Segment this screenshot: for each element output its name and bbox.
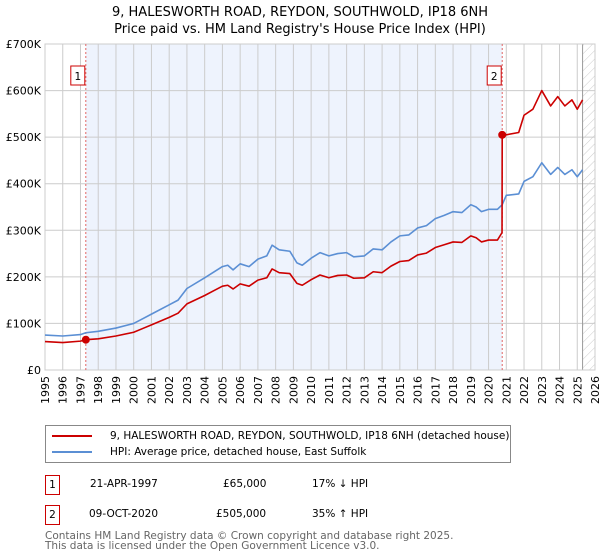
x-tick-label: 2014 bbox=[376, 376, 389, 404]
sale-date: 09-OCT-2020 bbox=[89, 508, 158, 520]
x-tick-label: 2005 bbox=[216, 376, 229, 404]
x-tick-label: 2008 bbox=[270, 376, 283, 404]
x-tick-label: 1998 bbox=[92, 376, 105, 404]
x-tick-label: 2013 bbox=[358, 376, 371, 404]
sale-hpi-diff: 35% ↑ HPI bbox=[312, 508, 369, 520]
sale-point bbox=[81, 335, 90, 344]
x-tick-label: 1996 bbox=[57, 376, 70, 404]
x-tick-label: 2022 bbox=[518, 376, 531, 404]
x-tick-label: 2002 bbox=[163, 376, 176, 404]
x-tick-label: 2011 bbox=[323, 376, 336, 404]
y-tick-label: £400K bbox=[6, 178, 42, 191]
sale-row-1: 1 21-APR-1997 £65,000 17% ↓ HPI bbox=[45, 475, 545, 495]
y-tick-label: £300K bbox=[6, 224, 42, 237]
chart-title: 9, HALESWORTH ROAD, REYDON, SOUTHWOLD, I… bbox=[112, 5, 488, 37]
sale-date: 21-APR-1997 bbox=[90, 478, 158, 490]
x-tick-label: 2020 bbox=[483, 376, 496, 404]
legend-item-hpi: HPI: Average price, detached house, East… bbox=[46, 444, 366, 460]
sale-hpi-diff: 17% ↓ HPI bbox=[312, 478, 369, 490]
x-tick-label: 2007 bbox=[252, 376, 265, 404]
y-tick-label: £600K bbox=[6, 85, 42, 98]
x-tick-label: 2015 bbox=[394, 376, 407, 404]
legend: 9, HALESWORTH ROAD, REYDON, SOUTHWOLD, I… bbox=[45, 425, 511, 463]
x-tick-label: 2018 bbox=[447, 376, 460, 404]
x-tick-label: 1997 bbox=[74, 376, 87, 404]
sale-badge: 1 bbox=[45, 475, 60, 495]
x-tick-label: 2025 bbox=[571, 376, 584, 404]
ownership-shading bbox=[85, 44, 503, 370]
sale-label-box bbox=[486, 65, 502, 86]
sale-price: £505,000 bbox=[216, 508, 267, 520]
sale-badge: 2 bbox=[45, 505, 60, 525]
sale-label-box bbox=[70, 65, 86, 86]
x-tick-label: 2023 bbox=[536, 376, 549, 404]
y-tick-label: £500K bbox=[6, 131, 42, 144]
x-tick-label: 2009 bbox=[287, 376, 300, 404]
x-tick-label: 2026 bbox=[589, 376, 600, 404]
x-tick-label: 2001 bbox=[145, 376, 158, 404]
future-hatch bbox=[582, 44, 595, 370]
x-tick-label: 2006 bbox=[234, 376, 247, 404]
x-tick-label: 2003 bbox=[181, 376, 194, 404]
x-tick-label: 1999 bbox=[110, 376, 123, 404]
sale-point bbox=[498, 130, 507, 139]
x-tick-label: 2012 bbox=[341, 376, 354, 404]
hpi-line bbox=[44, 161, 584, 337]
sale-label: 2 bbox=[491, 71, 498, 83]
sale-label: 1 bbox=[74, 71, 81, 83]
footer: Contains HM Land Registry data © Crown c… bbox=[45, 530, 454, 552]
legend-swatch-blue bbox=[52, 451, 92, 453]
legend-swatch-red bbox=[52, 435, 92, 437]
y-tick-label: £200K bbox=[6, 271, 42, 284]
x-tick-label: 1995 bbox=[39, 376, 52, 404]
x-tick-label: 2017 bbox=[429, 376, 442, 404]
legend-label: HPI: Average price, detached house, East… bbox=[110, 446, 367, 458]
x-tick-label: 2010 bbox=[305, 376, 318, 404]
x-tick-label: 2024 bbox=[554, 376, 567, 404]
y-tick-label: £100K bbox=[6, 317, 42, 330]
x-tick-label: 2000 bbox=[128, 376, 141, 404]
y-tick-label: £700K bbox=[6, 38, 42, 51]
sale-price: £65,000 bbox=[223, 478, 267, 490]
legend-item-property: 9, HALESWORTH ROAD, REYDON, SOUTHWOLD, I… bbox=[46, 428, 509, 444]
x-tick-label: 2021 bbox=[500, 376, 513, 404]
price-chart: 1995 1996 1997 1998 1999 2000 2001 2002 2003 2004… bbox=[6, 38, 600, 404]
x-tick-label: 2019 bbox=[465, 376, 478, 404]
x-tick-label: 2016 bbox=[412, 376, 425, 404]
x-tick-label: 2004 bbox=[199, 376, 212, 404]
plot-frame bbox=[44, 43, 596, 371]
legend-label: 9, HALESWORTH ROAD, REYDON, SOUTHWOLD, I… bbox=[110, 430, 510, 442]
sale-row-2: 2 09-OCT-2020 £505,000 35% ↑ HPI bbox=[45, 505, 545, 525]
y-tick-label: £0 bbox=[27, 364, 41, 377]
